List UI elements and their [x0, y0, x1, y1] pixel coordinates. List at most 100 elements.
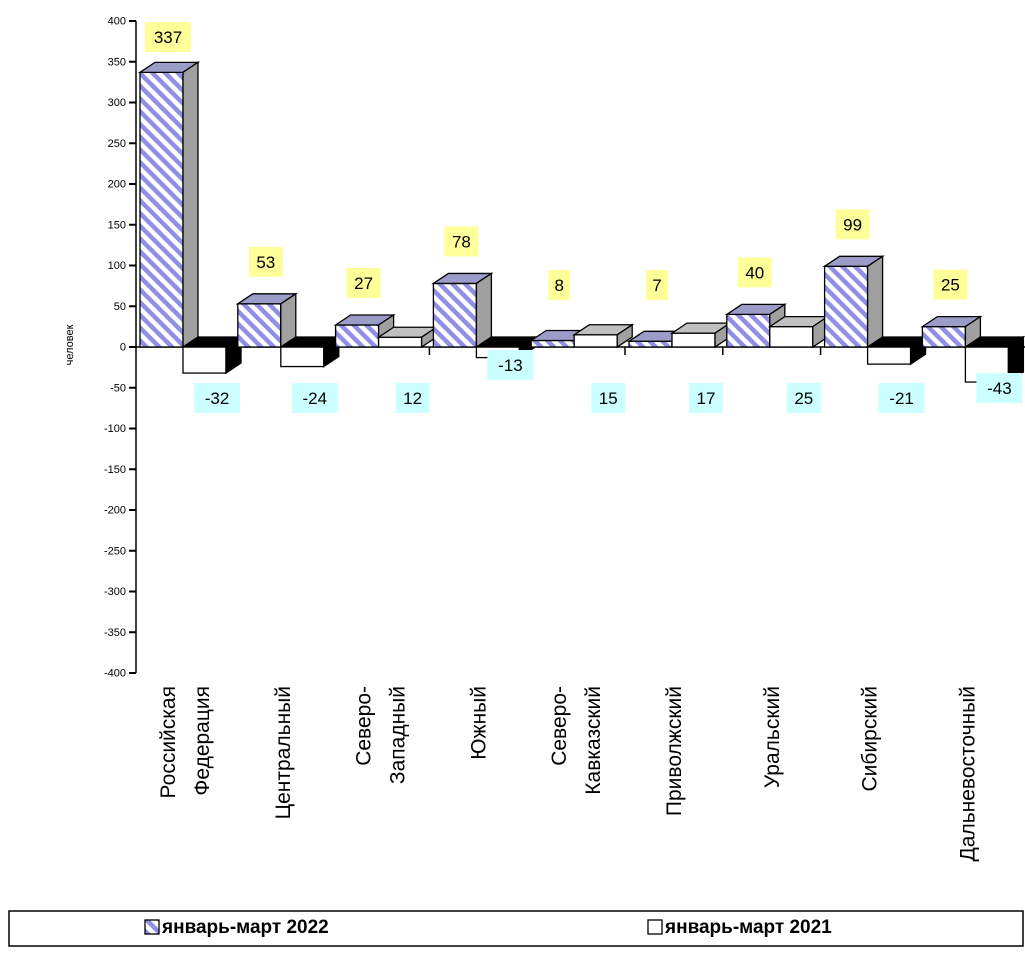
data-label: -32 [194, 383, 240, 413]
legend-item: январь-март 2021 [647, 917, 832, 938]
data-label-bg [548, 270, 571, 300]
category-label-line: Федерация [191, 686, 214, 796]
bar-front [139, 71, 184, 348]
data-label-bg [878, 383, 925, 413]
category-label-line: Российская [157, 686, 180, 798]
y-axis-title: человек [64, 324, 76, 365]
data-label-text: -13 [498, 356, 523, 375]
data-label-bg [933, 269, 968, 300]
data-label: 40 [737, 257, 772, 288]
data-label-text: 53 [256, 253, 275, 272]
data-label-bg [346, 267, 381, 298]
y-tick-label: 150 [108, 219, 126, 231]
data-label-text: -24 [303, 389, 328, 408]
y-tick-label: -350 [104, 627, 126, 639]
data-label-text: 17 [697, 389, 716, 408]
data-label-text: 25 [941, 276, 960, 295]
data-label-text: -43 [987, 379, 1012, 398]
bar-2021 [278, 335, 341, 368]
category-label: Приволжский [663, 686, 686, 816]
data-label: 27 [346, 267, 381, 298]
y-tick-label: -150 [104, 464, 126, 476]
y-tick-label: -300 [104, 586, 126, 598]
data-label: -24 [291, 383, 338, 413]
legend-item: январь-март 2022 [144, 917, 329, 938]
category-label: Северо- Кавказский [548, 686, 605, 795]
bar-2021 [572, 323, 635, 349]
data-label-bg [194, 383, 240, 413]
bar-front [823, 265, 869, 348]
category-label: Российская Федерация [157, 686, 214, 798]
bar-2022 [137, 61, 201, 349]
bar-front [573, 334, 618, 348]
category-label: Северо- Западный [353, 686, 410, 784]
y-tick-label: 400 [108, 16, 126, 28]
data-label: 25 [786, 383, 821, 413]
data-label-text: 8 [554, 276, 563, 295]
category-label-line: Уральский [761, 686, 784, 788]
category-label-line: Западный [387, 686, 410, 784]
data-label-text: 40 [745, 263, 764, 282]
legend-swatch [144, 919, 160, 935]
bar-2022 [235, 292, 298, 349]
bar-side [475, 272, 493, 349]
data-label-text: -32 [205, 389, 230, 408]
y-tick-label: 200 [108, 179, 126, 191]
data-label: 99 [835, 209, 870, 240]
bar-2021 [669, 321, 733, 349]
data-label-bg [395, 383, 430, 413]
category-label-line: Северо- [353, 686, 376, 766]
bar-front [237, 303, 282, 348]
data-label-text: 15 [599, 389, 618, 408]
y-tick-label: 250 [108, 138, 126, 150]
data-label-bg [444, 226, 479, 257]
data-label-bg [786, 383, 821, 413]
data-label-text: 7 [652, 276, 661, 295]
bar-2021 [963, 335, 1025, 384]
data-label-text: 25 [794, 389, 813, 408]
bar-2022 [822, 255, 885, 349]
data-label: 8 [548, 270, 571, 300]
data-label-bg [248, 246, 283, 277]
data-label: -21 [878, 383, 925, 413]
data-label-bg [291, 383, 338, 413]
category-label-line: Дальневосточный [956, 686, 979, 861]
bar-front [377, 336, 423, 348]
legend-label: январь-март 2021 [664, 917, 832, 938]
y-tick-label: -250 [104, 545, 126, 557]
bar-front [182, 346, 227, 374]
legend-swatch [647, 919, 663, 935]
data-label: 12 [395, 383, 430, 413]
category-label: Сибирский [859, 686, 882, 791]
y-tick-label: -200 [104, 505, 126, 517]
bar-2022 [333, 313, 396, 349]
data-label-text: 12 [403, 389, 422, 408]
category-label: Южный [467, 686, 490, 760]
category-label-line: Центральный [272, 686, 295, 819]
category-label-line: Северо- [548, 686, 571, 766]
bar-2022 [724, 303, 787, 349]
data-label: 15 [591, 383, 626, 413]
data-label-bg [835, 209, 870, 240]
data-label-text: 78 [452, 232, 471, 251]
data-label-bg [487, 350, 534, 380]
data-label-bg [646, 270, 668, 300]
category-label-line: Кавказский [582, 686, 605, 795]
data-label: 78 [444, 226, 479, 257]
data-label-bg [591, 383, 626, 413]
bar-front [671, 332, 716, 348]
data-label: 337 [145, 22, 191, 52]
data-label-bg [689, 383, 723, 413]
y-tick-label: 300 [108, 97, 126, 109]
data-label: 17 [689, 383, 723, 413]
data-label-text: 99 [843, 215, 862, 234]
y-tick-label: -400 [104, 668, 126, 680]
y-tick-label: -50 [110, 382, 126, 394]
data-label-text: 337 [154, 28, 182, 47]
bar-2022 [431, 272, 494, 349]
bar-front [921, 325, 967, 348]
bar-front [530, 339, 575, 348]
data-label: -13 [487, 350, 534, 380]
